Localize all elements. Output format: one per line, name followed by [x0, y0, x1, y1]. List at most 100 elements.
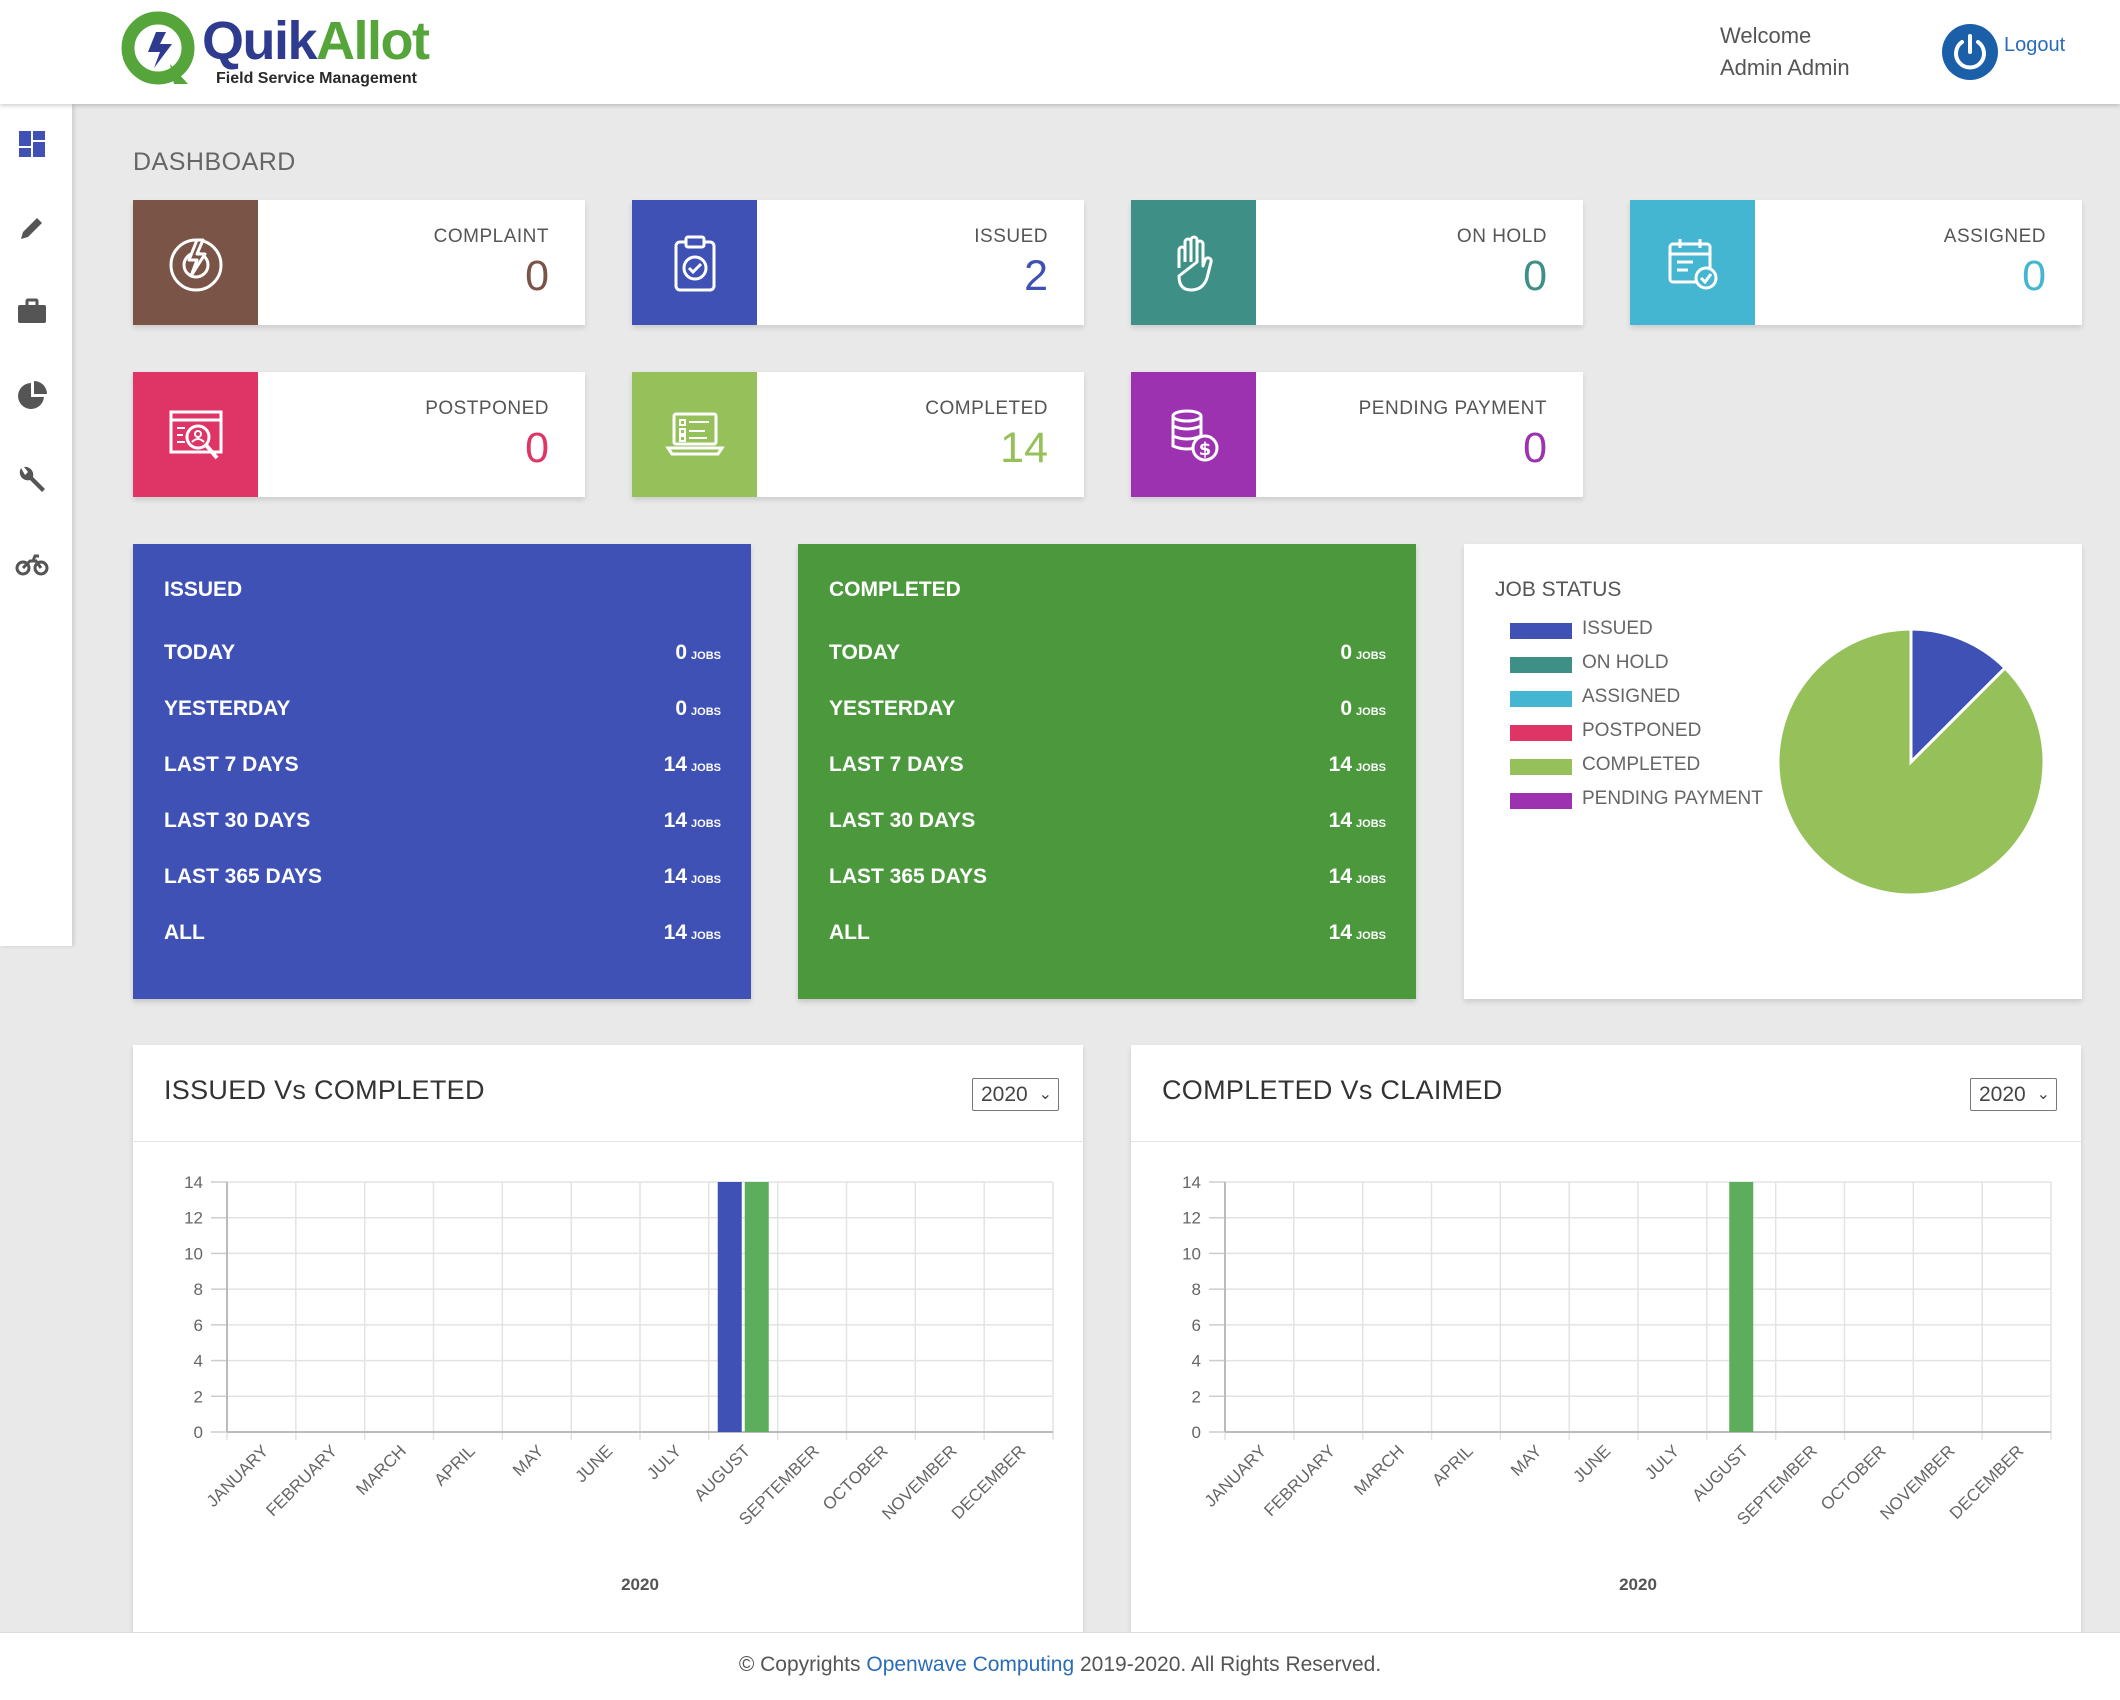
legend-label: PENDING PAYMENT: [1582, 788, 1763, 809]
row-unit: JOBS: [1356, 762, 1386, 774]
issued-vs-completed-card: ISSUED Vs COMPLETED 2020 ⌄ 0 2 4 6 8 10 12 14 JAN…: [133, 1045, 1083, 1633]
chart-title: COMPLETED Vs CLAIMED: [1162, 1075, 1503, 1105]
brand-quik: Quik: [202, 11, 318, 71]
summary-title: ISSUED: [164, 578, 243, 601]
y-tick-label: 10: [1182, 1244, 1201, 1263]
x-tick-label: AUGUST: [1689, 1441, 1753, 1505]
card-divider: [133, 1141, 1083, 1142]
row-value: 0 JOBS: [675, 697, 721, 721]
year-select[interactable]: 2020 ⌄: [1970, 1078, 2057, 1111]
sidebar-item-technicians[interactable]: [14, 546, 50, 582]
completed-summary-panel: COMPLETED TODAY 0 JOBS YESTERDAY 0 JOBS LAST…: [798, 544, 1416, 999]
row-count: 14: [663, 865, 688, 888]
row-count: 0: [1340, 697, 1353, 720]
stat-card-issued[interactable]: ISSUED 2: [632, 200, 1084, 325]
row-label: YESTERDAY: [164, 697, 291, 720]
pie-slice-completed[interactable]: [1776, 627, 2046, 897]
summary-row: LAST 365 DAYS 14 JOBS: [164, 865, 721, 895]
row-label: TODAY: [164, 641, 236, 664]
dashboard-icon: [19, 131, 45, 157]
row-value: 14 JOBS: [1329, 809, 1386, 833]
stat-icon-box: [632, 372, 757, 497]
sidebar-item-reports[interactable]: [14, 378, 50, 414]
y-tick-label: 8: [1192, 1280, 1201, 1299]
summary-row: LAST 7 DAYS 14 JOBS: [164, 753, 721, 783]
copyright-prefix: © Copyrights: [738, 1653, 867, 1676]
y-tick-label: 0: [1192, 1423, 1201, 1442]
briefcase-icon: [18, 298, 46, 323]
stat-card-completed[interactable]: COMPLETED 14: [632, 372, 1084, 497]
chevron-down-icon: ⌄: [1038, 1086, 1052, 1103]
legend-swatch: [1510, 759, 1572, 775]
summary-row: ALL 14 JOBS: [164, 921, 721, 951]
x-tick-label: DECEMBER: [948, 1441, 1030, 1523]
stat-card-pending-payment[interactable]: $ PENDING PAYMENT 0: [1131, 372, 1583, 497]
row-label: LAST 7 DAYS: [164, 753, 299, 776]
sidebar-item-jobs[interactable]: [14, 294, 50, 330]
stat-icon-box: [1131, 200, 1256, 325]
sidebar-item-edit[interactable]: [14, 210, 50, 246]
stat-label: ON HOLD: [1456, 226, 1547, 247]
row-label: LAST 7 DAYS: [829, 753, 964, 776]
row-value: 14 JOBS: [664, 921, 721, 945]
company-link[interactable]: Openwave Computing: [866, 1653, 1075, 1676]
row-unit: JOBS: [691, 930, 721, 942]
legend-swatch: [1510, 725, 1572, 741]
row-unit: JOBS: [1356, 650, 1386, 662]
summary-row: LAST 30 DAYS 14 JOBS: [829, 809, 1386, 839]
clipboard-check-icon: [674, 235, 715, 291]
row-count: 14: [1328, 865, 1353, 888]
stat-label: COMPLETED: [925, 398, 1048, 419]
welcome-line: Welcome: [1720, 23, 1812, 48]
row-value: 0 JOBS: [1340, 641, 1386, 665]
x-axis-title: 2020: [621, 1575, 659, 1594]
row-unit: JOBS: [691, 818, 721, 830]
issued-summary-panel: ISSUED TODAY 0 JOBS YESTERDAY 0 JOBS LAST 7 …: [133, 544, 751, 999]
x-tick-label: JANUARY: [1201, 1441, 1270, 1510]
stat-label: PENDING PAYMENT: [1358, 398, 1547, 419]
stat-icon-box: [133, 372, 258, 497]
chevron-down-icon: ⌄: [2036, 1086, 2050, 1103]
power-icon[interactable]: [1942, 24, 1998, 80]
sidebar-item-dashboard[interactable]: [14, 126, 50, 162]
job-status-pie-chart: [1776, 627, 2046, 897]
job-status-title: JOB STATUS: [1495, 578, 1622, 601]
pie-slice-issued[interactable]: [1909, 627, 2008, 766]
summary-row: TODAY 0 JOBS: [829, 641, 1386, 671]
x-tick-label: MARCH: [1350, 1441, 1408, 1499]
bar-august-series-0[interactable]: [717, 1182, 742, 1432]
stat-label: POSTPONED: [425, 398, 549, 419]
row-label: YESTERDAY: [829, 697, 956, 720]
stat-card-postponed[interactable]: POSTPONED 0: [133, 372, 585, 497]
brand-tagline: Field Service Management: [216, 70, 417, 87]
stat-card-complaint[interactable]: COMPLAINT 0: [133, 200, 585, 325]
x-tick-label: FEBRUARY: [262, 1441, 341, 1520]
row-count: 14: [1328, 921, 1353, 944]
row-value: 14 JOBS: [664, 809, 721, 833]
row-value: 0 JOBS: [1340, 697, 1386, 721]
x-tick-label: JULY: [1641, 1441, 1683, 1483]
stat-value: 0: [525, 252, 549, 300]
x-tick-label: OCTOBER: [1817, 1441, 1890, 1514]
logout-link[interactable]: Logout: [2004, 34, 2066, 56]
legend-label: ASSIGNED: [1582, 686, 1681, 707]
sidebar-item-service[interactable]: [14, 462, 50, 498]
row-count: 0: [1340, 641, 1353, 664]
bar-august-series-0[interactable]: [1729, 1182, 1754, 1432]
bar-august-series-1[interactable]: [744, 1182, 769, 1432]
stat-card-on-hold[interactable]: ON HOLD 0: [1131, 200, 1583, 325]
laptop-checklist-icon: [664, 412, 725, 455]
row-unit: JOBS: [691, 650, 721, 662]
year-select-value: 2020: [981, 1083, 1028, 1106]
stat-label: ASSIGNED: [1943, 226, 2046, 247]
top-header: QuikAllot Field Service Management Welco…: [0, 0, 2120, 104]
year-select[interactable]: 2020 ⌄: [972, 1078, 1059, 1111]
row-unit: JOBS: [1356, 874, 1386, 886]
stat-label: COMPLAINT: [433, 226, 549, 247]
chart-title: ISSUED Vs COMPLETED: [164, 1075, 485, 1105]
quikallot-logo[interactable]: QuikAllot Field Service Management: [118, 8, 438, 92]
legend-swatch: [1510, 691, 1572, 707]
motorcycle-icon: [15, 554, 49, 576]
row-label: LAST 365 DAYS: [829, 865, 987, 888]
stat-card-assigned[interactable]: ASSIGNED 0: [1630, 200, 2082, 325]
